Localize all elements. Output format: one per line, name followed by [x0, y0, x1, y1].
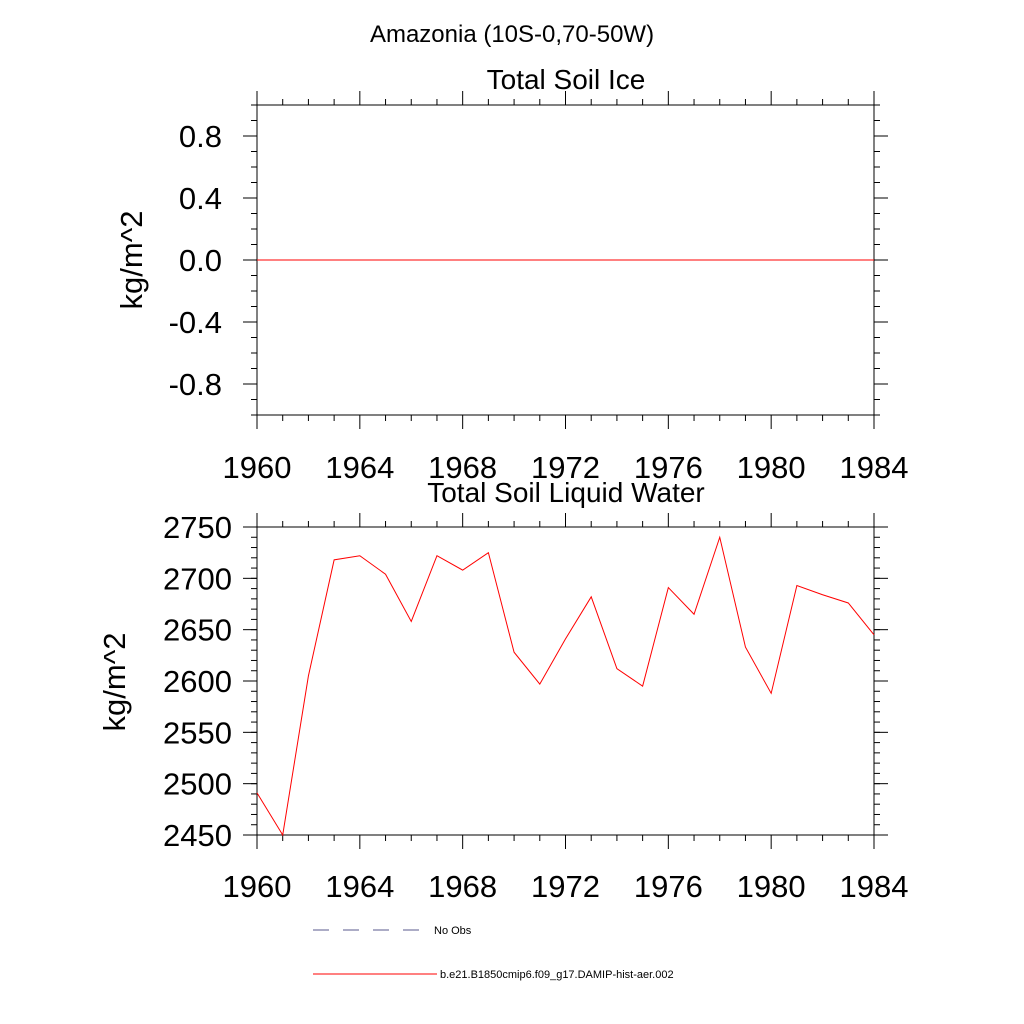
y-tick-label: 2700	[163, 561, 232, 596]
x-tick-label: 1972	[531, 450, 600, 485]
x-tick-label: 1964	[325, 450, 394, 485]
chart-title: Total Soil Ice	[487, 64, 646, 95]
y-tick-label: 2450	[163, 818, 232, 853]
legend-label-no-obs: No Obs	[434, 925, 472, 937]
x-tick-label: 1976	[634, 869, 703, 904]
x-tick-label: 1976	[634, 450, 703, 485]
x-tick-label: 1984	[840, 869, 909, 904]
y-axis-label: kg/m^2	[114, 211, 149, 310]
plot-frame	[256, 526, 875, 836]
y-tick-label: -0.4	[169, 305, 222, 340]
y-tick-label: -0.8	[169, 367, 222, 402]
y-tick-label: 2600	[163, 664, 232, 699]
x-tick-label: 1968	[428, 450, 497, 485]
legend: No Obs b.e21.B1850cmip6.f09_g17.DAMIP-hi…	[313, 925, 674, 981]
x-tick-label: 1972	[531, 869, 600, 904]
y-tick-label: 0.0	[179, 243, 222, 278]
y-tick-label: 2650	[163, 613, 232, 648]
y-tick-label: 0.4	[179, 181, 222, 216]
x-tick-label: 1980	[737, 869, 806, 904]
x-tick-label: 1984	[840, 450, 909, 485]
y-tick-label: 2750	[163, 510, 232, 545]
chart-title: Total Soil Liquid Water	[427, 477, 705, 508]
x-tick-label: 1960	[223, 869, 292, 904]
x-tick-label: 1960	[223, 450, 292, 485]
series-line	[256, 535, 875, 837]
x-tick-label: 1968	[428, 869, 497, 904]
chart-panel-soil-ice: Total Soil Ice kg/m^2 1960 1964 1968 1972 19…	[114, 64, 908, 485]
y-axis-label: kg/m^2	[97, 633, 132, 732]
y-tick-label: 2550	[163, 715, 232, 750]
x-tick-label: 1980	[737, 450, 806, 485]
x-tick-label: 1964	[325, 869, 394, 904]
chart-panel-soil-liquid-water: Total Soil Liquid Water kg/m^2 1960 1964 1…	[97, 477, 908, 904]
y-tick-label: 2500	[163, 767, 232, 802]
y-tick-label: 0.8	[179, 119, 222, 154]
suptitle: Amazonia (10S-0,70-50W)	[370, 21, 654, 48]
legend-label-model: b.e21.B1850cmip6.f09_g17.DAMIP-hist-aer.…	[440, 969, 674, 981]
